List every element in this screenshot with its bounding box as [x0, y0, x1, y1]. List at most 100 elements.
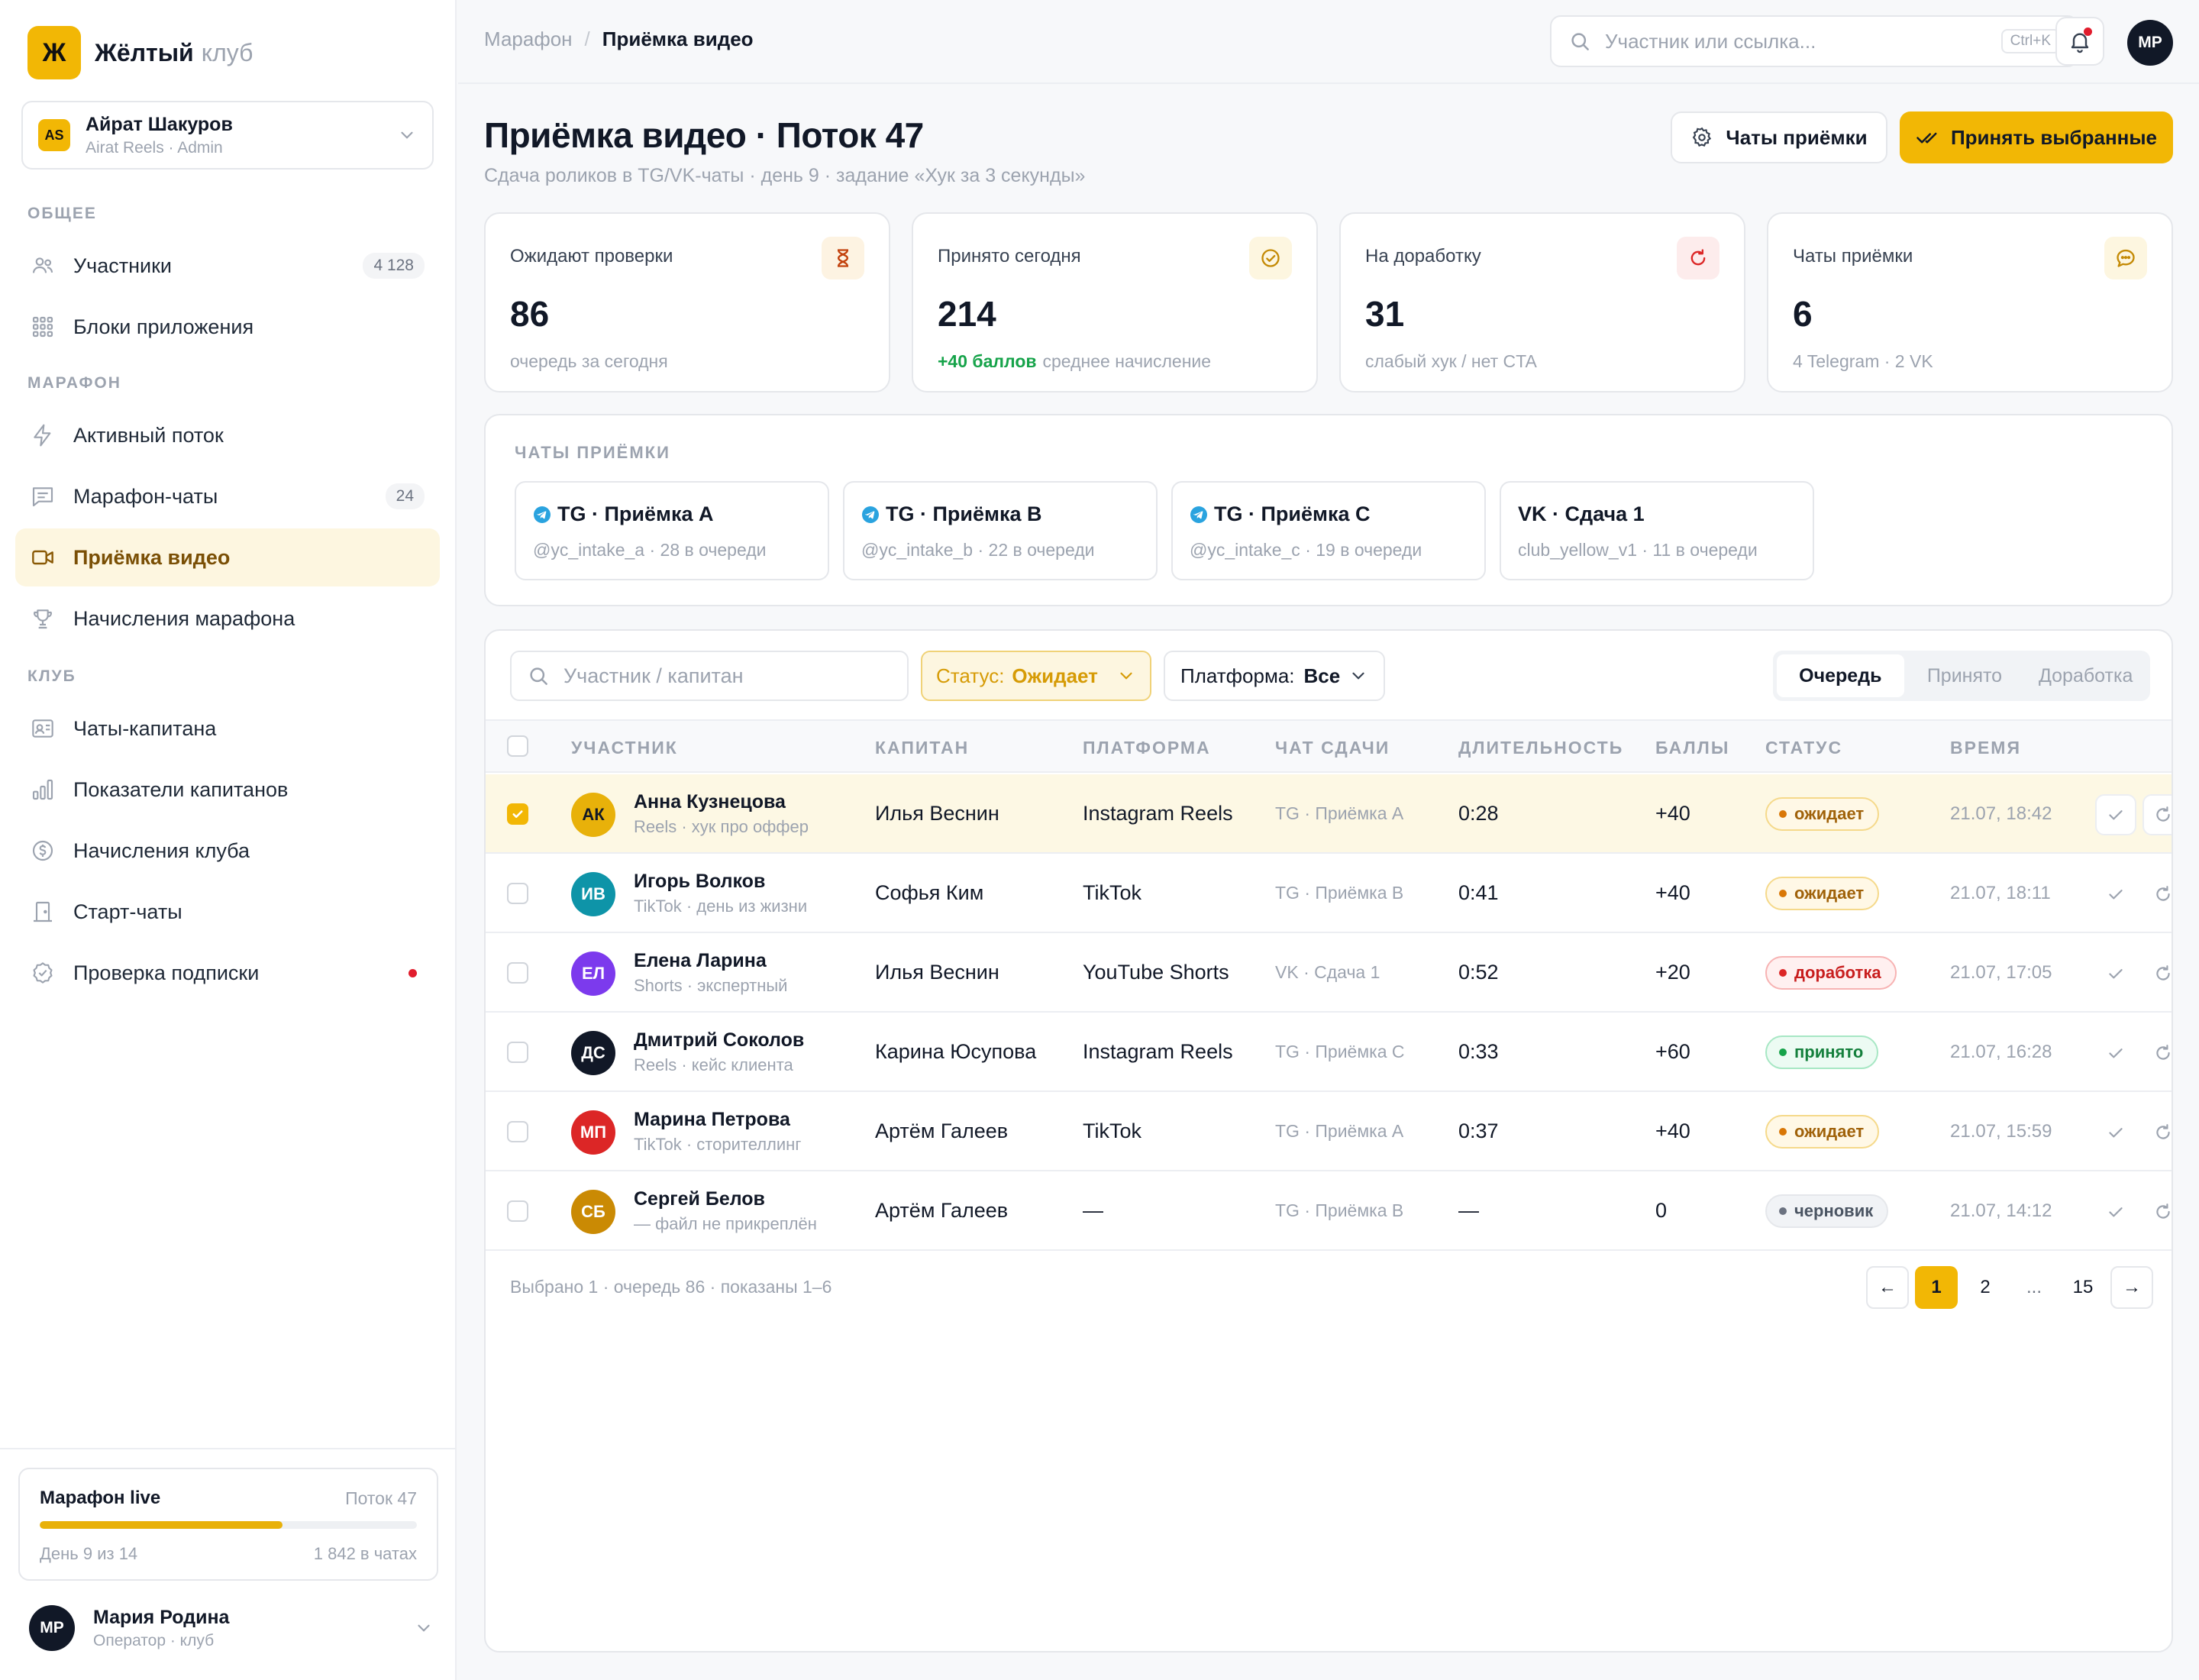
row-checkbox[interactable]	[507, 1042, 528, 1063]
participant-name[interactable]: Дмитрий Соколов	[634, 1029, 805, 1051]
nav-item-start-chats[interactable]: Старт-чаты	[15, 883, 440, 941]
nav-item-subscription-check[interactable]: Проверка подписки	[15, 944, 440, 1002]
global-search-input[interactable]: Участник или ссылка... Ctrl+K	[1550, 15, 2078, 67]
status-dot	[1779, 890, 1787, 897]
participant-name[interactable]: Сергей Белов	[634, 1188, 765, 1210]
participant-name[interactable]: Марина Петрова	[634, 1109, 790, 1130]
nav-item-app-blocks[interactable]: Блоки приложения	[15, 298, 440, 356]
column-header[interactable]: ЧАТ СДАЧИ	[1275, 738, 1390, 758]
participant-name[interactable]: Игорь Волков	[634, 871, 766, 892]
time-cell: 21.07, 16:28	[1950, 1042, 2052, 1062]
platform-filter-dropdown[interactable]: Платформа: Все	[1164, 651, 1385, 701]
chevron-down-icon	[1348, 666, 1368, 686]
accept-row-button[interactable]	[2095, 874, 2136, 915]
account-switcher[interactable]: AS Айрат Шакуров Airat Reels · Admin	[21, 101, 434, 170]
page-button[interactable]: 2	[1980, 1277, 1991, 1297]
page-button[interactable]: 1	[1915, 1266, 1958, 1309]
accept-row-button[interactable]	[2095, 794, 2136, 835]
participant-name[interactable]: Анна Кузнецова	[634, 791, 786, 813]
nav-item-marathon-chats[interactable]: Марафон-чаты 24	[15, 467, 440, 525]
rework-row-button[interactable]	[2142, 874, 2172, 915]
status-dot	[1779, 969, 1787, 977]
breadcrumb-parent[interactable]: Марафон	[484, 27, 573, 50]
captain-cell: Софья Ким	[875, 881, 984, 904]
status-filter-dropdown[interactable]: Статус: Ожидает	[921, 651, 1151, 701]
chat-cell: TG · Приёмка B	[1275, 1200, 1404, 1220]
chat-card[interactable]: VK · Сдача 1 club_yellow_v1 · 11 в очере…	[1500, 481, 1814, 580]
nav-item-active-stream[interactable]: Активный поток	[15, 406, 440, 464]
intake-chats-button[interactable]: Чаты приёмки	[1671, 111, 1887, 163]
nav-item-video-intake[interactable]: Приёмка видео	[15, 528, 440, 586]
column-header[interactable]: СТАТУС	[1765, 738, 1843, 758]
brand[interactable]: Ж Жёлтый клуб	[27, 26, 253, 79]
nav-item-captain-metrics[interactable]: Показатели капитанов	[15, 761, 440, 819]
operator-avatar: МР	[29, 1605, 75, 1651]
search-placeholder: Участник или ссылка...	[1605, 29, 1816, 53]
points-cell: +40	[1655, 881, 1690, 904]
chat-card[interactable]: TG · Приёмка C @yc_intake_c · 19 в очере…	[1171, 481, 1486, 580]
operator-profile[interactable]: МР Мария Родина Оператор · клуб	[29, 1604, 434, 1653]
accept-selected-button[interactable]: Принять выбранные	[1900, 111, 2173, 163]
column-header[interactable]: БАЛЛЫ	[1655, 738, 1730, 758]
marathon-progress-bar	[40, 1521, 417, 1529]
table-row[interactable]: ДС Дмитрий Соколов Reels · кейс клиента Кар…	[486, 1013, 2172, 1092]
chat-meta: @yc_intake_b · 22 в очереди	[861, 540, 1095, 560]
table-row[interactable]: МП Марина Петрова TikTok · сторителлинг Арт…	[486, 1092, 2172, 1171]
marathon-progress-fill	[40, 1521, 283, 1529]
accept-row-button[interactable]	[2095, 1032, 2136, 1074]
select-all-checkbox[interactable]	[507, 735, 528, 757]
section-title: ЧАТЫ ПРИЁМКИ	[515, 443, 670, 462]
column-header[interactable]: УЧАСТНИК	[571, 738, 678, 758]
rework-row-button[interactable]	[2142, 1112, 2172, 1153]
table-row[interactable]: АК Анна Кузнецова Reels · хук про оффер Иль…	[486, 774, 2172, 854]
chat-cell: TG · Приёмка C	[1275, 1042, 1405, 1061]
next-page-button[interactable]: →	[2110, 1266, 2153, 1309]
account-role: Airat Reels · Admin	[86, 138, 223, 157]
row-checkbox[interactable]	[507, 1200, 528, 1222]
rework-row-button[interactable]	[2142, 794, 2172, 835]
table-row[interactable]: ИВ Игорь Волков TikTok · день из жизни Софь…	[486, 854, 2172, 933]
tab-accepted[interactable]: Принято	[1926, 664, 2003, 687]
row-checkbox[interactable]	[507, 1121, 528, 1142]
column-header[interactable]: КАПИТАН	[875, 738, 970, 758]
participant-name[interactable]: Елена Ларина	[634, 950, 767, 971]
participant-search-input[interactable]: Участник / капитан	[510, 651, 909, 701]
points-cell: 0	[1655, 1199, 1668, 1222]
rework-row-button[interactable]	[2142, 953, 2172, 994]
nav-label: Начисления марафона	[73, 606, 295, 630]
tab-queue[interactable]: Очередь	[1777, 654, 1904, 697]
row-checkbox[interactable]	[507, 962, 528, 984]
search-placeholder: Участник / капитан	[563, 664, 744, 687]
rework-row-button[interactable]	[2142, 1191, 2172, 1233]
table-row[interactable]: ЕЛ Елена Ларина Shorts · экспертный Илья Ве…	[486, 933, 2172, 1013]
page-button[interactable]: 15	[2072, 1277, 2094, 1297]
nav-item-participants[interactable]: Участники 4 128	[15, 237, 440, 295]
accept-row-button[interactable]	[2095, 953, 2136, 994]
nav-item-captain-chats[interactable]: Чаты-капитана	[15, 699, 440, 758]
rework-row-button[interactable]	[2142, 1032, 2172, 1074]
chat-cell: VK · Сдача 1	[1275, 962, 1380, 982]
chat-meta: @yc_intake_c · 19 в очереди	[1190, 540, 1422, 560]
chat-card[interactable]: TG · Приёмка A @yc_intake_a · 28 в очере…	[515, 481, 829, 580]
column-header[interactable]: ВРЕМЯ	[1950, 738, 2021, 758]
row-checkbox[interactable]	[507, 883, 528, 904]
status-dot	[1779, 1128, 1787, 1136]
accept-row-button[interactable]	[2095, 1112, 2136, 1153]
prev-page-button[interactable]: ←	[1866, 1266, 1909, 1309]
nav-item-club-points[interactable]: Начисления клуба	[15, 822, 440, 880]
table-row[interactable]: СБ Сергей Белов — файл не прикреплён Артём …	[486, 1171, 2172, 1251]
duration-cell: 0:28	[1458, 802, 1499, 825]
column-header[interactable]: ДЛИТЕЛЬНОСТЬ	[1458, 738, 1624, 758]
nav-label: Проверка подписки	[73, 961, 260, 984]
nav-item-marathon-points[interactable]: Начисления марафона	[15, 590, 440, 648]
participant-avatar: АК	[571, 793, 615, 837]
row-checkbox[interactable]	[507, 803, 528, 825]
tab-rework[interactable]: Доработка	[2038, 664, 2133, 687]
accept-row-button[interactable]	[2095, 1191, 2136, 1233]
user-avatar[interactable]: МР	[2127, 20, 2173, 66]
column-header[interactable]: ПЛАТФОРМА	[1083, 738, 1211, 758]
chat-card[interactable]: TG · Приёмка B @yc_intake_b · 22 в очере…	[843, 481, 1158, 580]
participant-avatar: ИВ	[571, 872, 615, 916]
notifications-button[interactable]	[2055, 17, 2104, 66]
marathon-status-card[interactable]: Марафон live Поток 47 День 9 из 14 1 842…	[18, 1468, 438, 1581]
